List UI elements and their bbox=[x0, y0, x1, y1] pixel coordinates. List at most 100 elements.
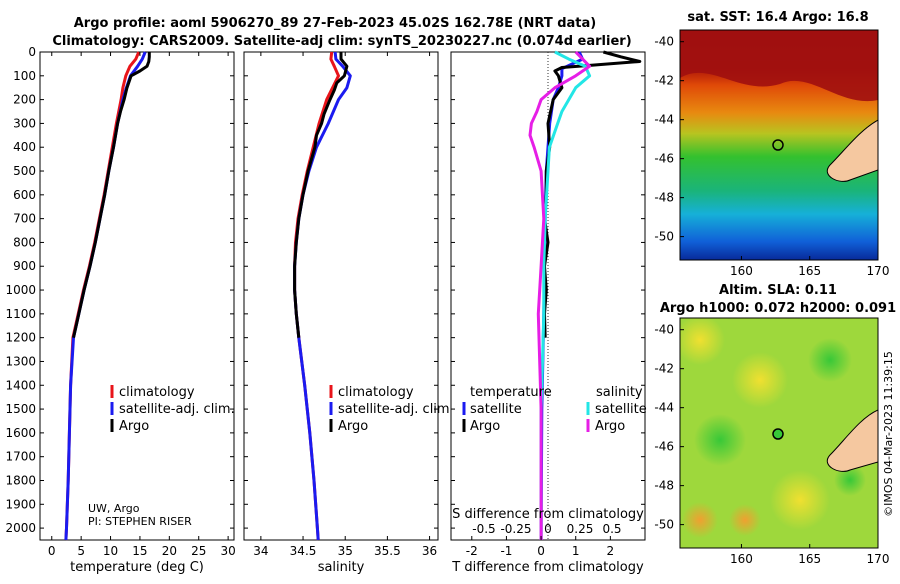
sal-legend-argo-label: Argo bbox=[338, 419, 368, 434]
s-tick-label: -0.25 bbox=[500, 522, 531, 536]
map-x-tick-label: 170 bbox=[867, 552, 890, 566]
credit-line2: PI: STEPHEN RISER bbox=[88, 515, 192, 528]
y-tick-label: 1900 bbox=[5, 497, 36, 511]
s-tick-labels: -0.5 -0.25 0 0.25 0.5 bbox=[472, 522, 621, 536]
sla-low-blob bbox=[694, 414, 746, 466]
map-x-tick-label: 165 bbox=[798, 264, 821, 278]
legend-title-salinity: salinity bbox=[596, 385, 643, 400]
y-tick-label: 600 bbox=[13, 188, 36, 202]
x-tick-label: 10 bbox=[103, 544, 118, 558]
x-tick-label: -2 bbox=[466, 544, 478, 558]
x-tick-label: 35 bbox=[338, 544, 353, 558]
map-y-tick-label: -44 bbox=[654, 113, 674, 127]
salinity-xlabel: salinity bbox=[318, 560, 365, 575]
x-tick-label: 15 bbox=[132, 544, 147, 558]
s-tick-label: 0.5 bbox=[602, 522, 621, 536]
x-tick-label: 0 bbox=[48, 544, 56, 558]
y-tick-label: 300 bbox=[13, 116, 36, 130]
y-tick-label: 1500 bbox=[5, 402, 36, 416]
map-y-tick-label: -40 bbox=[654, 323, 674, 337]
land-new-zealand bbox=[827, 119, 878, 182]
diff-legend-s-satellite-label: satellite bbox=[595, 402, 647, 417]
diff-legend-s-argo-label: Argo bbox=[595, 419, 625, 434]
sst-axes-box bbox=[679, 29, 879, 261]
y-tick-label: 500 bbox=[13, 164, 36, 178]
y-tick-label: 2000 bbox=[5, 521, 36, 535]
sla-low-blob bbox=[834, 464, 866, 496]
salinity-axes-box bbox=[243, 51, 439, 541]
x-tick-label: 34 bbox=[253, 544, 268, 558]
x-tick-label: 25 bbox=[191, 544, 206, 558]
x-tick-label: 30 bbox=[220, 544, 235, 558]
sla-map-panel: Altim. SLA: 0.11 Argo h1000: 0.072 h2000… bbox=[654, 283, 896, 566]
sla-map-title2: Argo h1000: 0.072 h2000: 0.091 bbox=[660, 301, 896, 316]
x-tick-label: 34.5 bbox=[290, 544, 317, 558]
warm-water-region bbox=[680, 30, 878, 102]
difference-xlabel: T difference from climatology bbox=[451, 560, 644, 575]
figure-title-line1: Argo profile: aoml 5906270_89 27-Feb-202… bbox=[74, 16, 596, 31]
series-line-salinity-argo bbox=[528, 50, 592, 540]
map-y-tick-label: -42 bbox=[654, 74, 674, 88]
diff-legend-t-argo-label: Argo bbox=[470, 419, 500, 434]
y-tick-label: 1000 bbox=[5, 283, 36, 297]
y-tick-label: 1800 bbox=[5, 473, 36, 487]
sla-high-blob bbox=[682, 502, 718, 538]
map-y-tick-label: -50 bbox=[654, 230, 674, 244]
temperature-axes-box bbox=[39, 51, 235, 541]
salinity-legend: climatology satellite-adj. clim. Argo bbox=[329, 385, 454, 434]
sla-low-blob bbox=[808, 338, 852, 382]
s-tick-label: 0 bbox=[544, 522, 552, 536]
temperature-xlabel: temperature (deg C) bbox=[70, 560, 204, 575]
map-x-tick-label: 170 bbox=[867, 264, 890, 278]
imos-stamp: ©IMOS 04-Mar-2023 11:39:15 bbox=[882, 351, 895, 517]
y-tick-label: 1700 bbox=[5, 450, 36, 464]
sal-legend-satellite-label: satellite-adj. clim. bbox=[338, 402, 454, 417]
series-line-argo bbox=[293, 52, 349, 338]
map-y-tick-label: -48 bbox=[654, 479, 674, 493]
sal-legend-climatology-label: climatology bbox=[338, 385, 414, 400]
legend-climatology-label: climatology bbox=[119, 385, 195, 400]
y-tick-label: 0 bbox=[28, 45, 36, 59]
y-tick-label: 1600 bbox=[5, 426, 36, 440]
y-tick-label: 1400 bbox=[5, 378, 36, 392]
diff-legend-t-satellite-label: satellite bbox=[470, 402, 522, 417]
x-tick-label: 0 bbox=[537, 544, 545, 558]
series-line-salinity-satellite bbox=[539, 50, 592, 540]
y-tick-label: 200 bbox=[13, 93, 36, 107]
x-tick-label: -1 bbox=[500, 544, 512, 558]
salinity-panel: 34 34.5 35 35.5 36 salinity climatology sate… bbox=[243, 51, 454, 575]
y-tick-label: 100 bbox=[13, 69, 36, 83]
credit-line1: UW, Argo bbox=[88, 502, 140, 515]
map-y-tick-label: -48 bbox=[654, 191, 674, 205]
sst-heatmap bbox=[680, 30, 878, 260]
land-new-zealand bbox=[827, 409, 878, 472]
map-x-tick-label: 165 bbox=[798, 552, 821, 566]
temperature-panel: 0 5 10 15 20 25 300100200300400500600700800900… bbox=[5, 45, 235, 575]
s-tick-label: -0.5 bbox=[472, 522, 495, 536]
y-tick-label: 1100 bbox=[5, 307, 36, 321]
argo-position-marker bbox=[772, 139, 784, 151]
sla-high-blob bbox=[729, 504, 761, 536]
map-x-tick-label: 160 bbox=[730, 264, 753, 278]
sst-map-title: sat. SST: 16.4 Argo: 16.8 bbox=[687, 10, 868, 25]
map-y-tick-label: -50 bbox=[654, 518, 674, 532]
x-tick-label: 5 bbox=[77, 544, 85, 558]
y-tick-label: 700 bbox=[13, 212, 36, 226]
x-tick-label: 2 bbox=[607, 544, 615, 558]
map-y-tick-label: -40 bbox=[654, 35, 674, 49]
legend-argo-label: Argo bbox=[119, 419, 149, 434]
sla-high-blob bbox=[680, 318, 725, 365]
y-tick-label: 400 bbox=[13, 140, 36, 154]
map-x-tick-label: 160 bbox=[730, 552, 753, 566]
x-tick-label: 1 bbox=[572, 544, 580, 558]
s-tick-label: 0.25 bbox=[567, 522, 594, 536]
argo-position-marker bbox=[772, 428, 784, 440]
x-tick-label: 20 bbox=[162, 544, 177, 558]
legend-title-temperature: temperature bbox=[470, 385, 552, 400]
map-y-tick-label: -44 bbox=[654, 401, 674, 415]
map-y-tick-label: -42 bbox=[654, 362, 674, 376]
difference-panel: -2 -1 0 1 2 T difference from climatology S … bbox=[450, 50, 647, 575]
sst-map-panel: sat. SST: 16.4 Argo: 16.8 bbox=[654, 10, 889, 278]
difference-legend: temperature salinity satellite Argo sate… bbox=[462, 385, 647, 434]
